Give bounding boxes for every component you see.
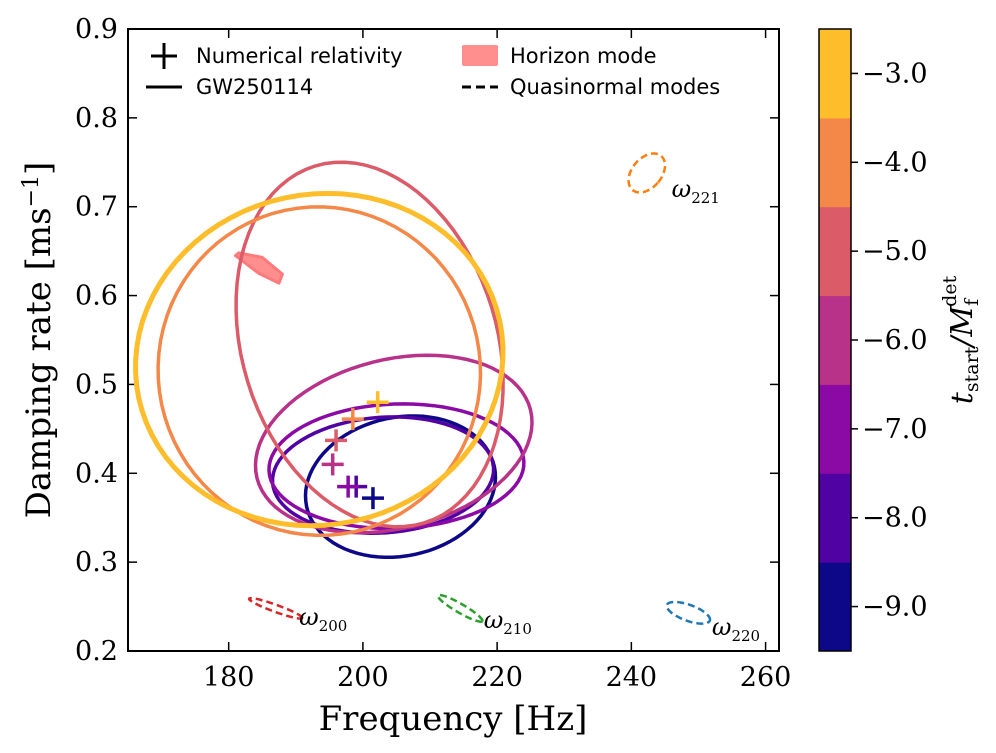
gw250114-contours [133, 160, 534, 560]
colorbar-tick-label: −8.0 [862, 503, 928, 534]
gw-contour-tm4 [156, 205, 483, 538]
y-tick-label: 0.5 [75, 369, 118, 400]
colorbar-label: tstart/Mfdet [939, 275, 983, 404]
qnm-210-contour [436, 593, 484, 623]
y-tick-label: 0.6 [75, 281, 118, 312]
quasinormal-modes [247, 152, 712, 625]
gw-contour-tm3 [133, 190, 506, 529]
colorbar-tick-label: −5.0 [862, 236, 928, 267]
numerical-relativity-markers [321, 391, 389, 510]
colorbar-band [819, 295, 851, 385]
x-axis-ticks: 180 200 220 240 260 [203, 29, 791, 693]
y-tick-label: 0.2 [75, 636, 118, 667]
colorbar-tick-label: −3.0 [862, 58, 928, 89]
qnm-210-label: ω210 [484, 606, 532, 638]
colorbar-band [819, 29, 851, 119]
legend-gw-label: GW250114 [196, 75, 313, 99]
colorbar-frame [818, 28, 852, 652]
y-tick-label: 0.3 [75, 547, 118, 578]
nr-marker-tm4 [341, 408, 364, 431]
x-axis-title: Frequency [Hz] [319, 699, 588, 739]
legend-nr-label: Numerical relativity [196, 44, 403, 68]
colorbar-ticks: −9.0 −8.0 −7.0 −6.0 −5.0 −4.0 −3.0 [851, 58, 928, 623]
y-axis-ticks: 0.2 0.3 0.4 0.5 0.6 0.7 0.8 0.9 [75, 14, 779, 667]
nr-marker-tm5 [325, 429, 348, 452]
nr-marker-tm3 [366, 391, 389, 414]
x-tick-label: 220 [471, 662, 523, 693]
colorbar-tick-label: −6.0 [862, 325, 928, 356]
legend-qnm-label: Quasinormal modes [510, 75, 720, 99]
y-axis-title: Damping rate [ms−1] [19, 162, 59, 519]
x-tick-label: 180 [203, 662, 255, 693]
gw-contour-tm8 [270, 415, 496, 535]
nr-marker-tm7 [337, 475, 360, 498]
gw-contour-tm9 [303, 414, 498, 560]
gw-contour-tm5 [234, 160, 505, 529]
qnm-200-label: ω200 [299, 603, 347, 635]
plot-area [127, 28, 780, 652]
nr-marker-tm6 [321, 453, 344, 476]
gw-contour-tm6 [253, 353, 534, 535]
gw-contour-tm7 [267, 402, 526, 531]
x-tick-label: 200 [337, 662, 389, 693]
y-tick-label: 0.4 [75, 458, 118, 489]
qnm-220-contour [665, 600, 712, 625]
legend-horizon-label: Horizon mode [510, 44, 657, 68]
x-tick-label: 240 [606, 662, 658, 693]
y-tick-label: 0.8 [75, 103, 118, 134]
x-tick-label: 260 [740, 662, 792, 693]
nr-marker-tm9 [361, 487, 384, 510]
colorbar-band [819, 206, 851, 297]
colorbar-band [819, 473, 851, 563]
horizon-mode-region [233, 251, 284, 285]
y-tick-label: 0.9 [75, 14, 118, 45]
legend-horizon-swatch [462, 45, 498, 66]
colorbar-tick-label: −4.0 [862, 147, 928, 178]
qnm-221-contour [627, 152, 667, 194]
colorbar-tick-label: −9.0 [862, 592, 928, 623]
qnm-200-contour [247, 596, 304, 620]
qnm-221-label: ω221 [672, 175, 720, 207]
y-tick-label: 0.7 [75, 192, 118, 223]
colorbar [819, 29, 851, 652]
horizon-mode-blob [233, 251, 284, 285]
legend: Numerical relativity GW250114 Horizon mo… [146, 43, 720, 99]
colorbar-band [819, 562, 851, 652]
colorbar-tick-label: −7.0 [862, 414, 928, 445]
legend-nr-marker [151, 43, 177, 69]
mode-labels: ω200 ω210 ω220 ω221 [299, 175, 760, 645]
colorbar-band [819, 384, 851, 474]
qnm-220-label: ω220 [712, 613, 760, 645]
colorbar-band [819, 117, 851, 208]
